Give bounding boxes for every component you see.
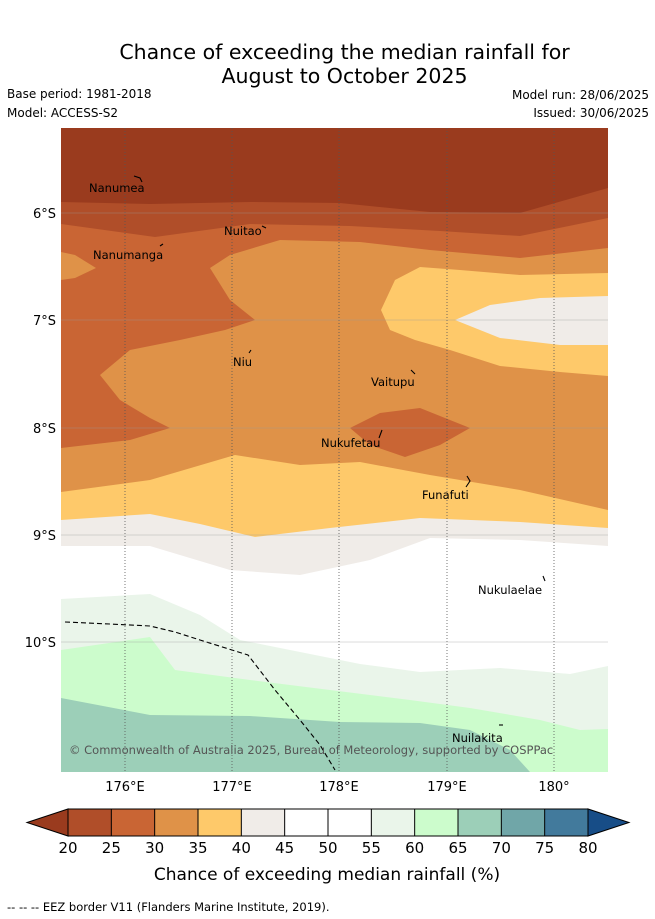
band-40-45-east xyxy=(455,296,608,345)
colorbar-label: 75 xyxy=(535,839,554,857)
colorbar-segment xyxy=(328,809,372,836)
place-label: Vaitupu xyxy=(371,375,415,389)
colorbar-label: 65 xyxy=(448,839,467,857)
base-period: Base period: 1981-2018 xyxy=(7,87,152,101)
model-run: Model run: 28/06/2025 xyxy=(511,88,649,102)
lon-tick-label: 178°E xyxy=(319,780,359,795)
issued-date: Issued: 30/06/2025 xyxy=(533,106,649,120)
colorbar-segment xyxy=(458,809,502,836)
colorbar-label: 60 xyxy=(405,839,424,857)
colorbar-segment xyxy=(154,809,198,836)
title-line-2: August to October 2025 xyxy=(221,64,468,88)
lon-tick-label: 176°E xyxy=(105,780,145,795)
lat-tick-label: 9°S xyxy=(33,529,56,544)
colorbar-segment xyxy=(544,809,588,836)
colorbar-labels: 20 25 30 35 40 45 50 55 60 65 70 75 80 xyxy=(58,839,597,857)
colorbar-segment xyxy=(111,809,155,836)
colorbar-label: 25 xyxy=(102,839,121,857)
place-label: Niu xyxy=(233,355,252,369)
graticule-lat xyxy=(61,212,608,643)
colorbar-arrow-low xyxy=(25,808,69,837)
colorbar-label: 20 xyxy=(58,839,77,857)
title-line-1: Chance of exceeding the median rainfall … xyxy=(119,40,570,64)
lat-tick-label: 7°S xyxy=(33,314,56,329)
place-label: Nanumea xyxy=(89,181,145,195)
lon-tick-label: 177°E xyxy=(212,780,252,795)
place-label: Funafuti xyxy=(422,488,469,502)
colorbar-outline xyxy=(67,808,589,837)
colorbar-segment xyxy=(284,809,328,836)
colorbar-dividers xyxy=(110,809,546,836)
lat-tick-label: 10°S xyxy=(25,636,56,651)
eez-legend-note: -- -- -- EEZ border V11 (Flanders Marine… xyxy=(7,900,329,914)
lat-labels: 6°S 7°S 8°S 9°S 10°S xyxy=(25,207,56,651)
colorbar-label: 80 xyxy=(578,839,597,857)
colorbar-arrow-high xyxy=(587,808,631,837)
place-label: Nanumanga xyxy=(93,248,163,262)
graticule xyxy=(124,128,555,772)
model-name: Model: ACCESS-S2 xyxy=(7,106,119,120)
colorbar-label: 35 xyxy=(188,839,207,857)
colorbar: 20 25 30 35 40 45 50 55 60 65 70 75 80 C… xyxy=(25,808,631,885)
colorbar-label: 70 xyxy=(492,839,511,857)
colorbar-segment xyxy=(414,809,458,836)
copyright-notice: © Commonwealth of Australia 2025, Bureau… xyxy=(69,743,553,757)
colorbar-segment xyxy=(371,809,415,836)
page-title: Chance of exceeding the median rainfall … xyxy=(0,40,655,88)
island-outlines xyxy=(133,175,546,726)
band-65-70 xyxy=(61,698,530,772)
place-label: Nuilakita xyxy=(452,731,503,745)
colorbar-label: 45 xyxy=(275,839,294,857)
place-label: Nukufetau xyxy=(321,436,380,450)
place-label: Nukulaelae xyxy=(478,583,542,597)
band-30-35-left xyxy=(61,252,96,280)
colorbar-segment xyxy=(198,809,242,836)
colorbar-segment xyxy=(68,809,112,836)
colorbar-label: 55 xyxy=(362,839,381,857)
eez-border xyxy=(64,621,336,771)
colorbar-label: 50 xyxy=(318,839,337,857)
colorbar-segment xyxy=(501,809,545,836)
colorbar-title: Chance of exceeding median rainfall (%) xyxy=(154,865,500,885)
lat-tick-label: 8°S xyxy=(33,422,56,437)
map-plot-area: Nanumea Nuitao Nanumanga Niu Vaitupu Nuk… xyxy=(61,128,608,772)
lon-tick-label: 180° xyxy=(538,780,569,795)
colorbar-label: 30 xyxy=(145,839,164,857)
place-label: Nuitao xyxy=(224,224,262,238)
lon-tick-label: 179°E xyxy=(427,780,467,795)
colorbar-segment xyxy=(241,809,285,836)
lon-labels: 176°E 177°E 178°E 179°E 180° xyxy=(105,780,569,795)
lat-tick-label: 6°S xyxy=(33,207,56,222)
colorbar-label: 40 xyxy=(232,839,251,857)
